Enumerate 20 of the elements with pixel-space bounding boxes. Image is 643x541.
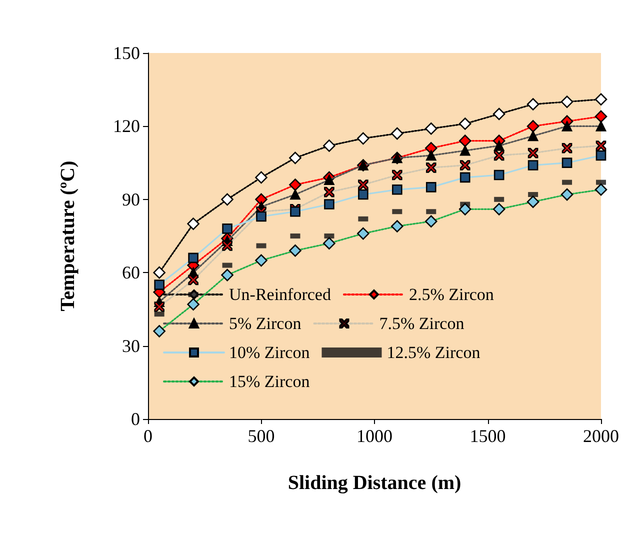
y-tick-label: 120 bbox=[113, 116, 140, 136]
y-tick-label: 30 bbox=[122, 336, 140, 356]
x-tick-label: 2000 bbox=[583, 426, 619, 446]
x-tick-label: 1500 bbox=[470, 426, 506, 446]
y-tick-label: 150 bbox=[113, 43, 140, 63]
x-axis-title: Sliding Distance (m) bbox=[288, 472, 462, 494]
legend-label: 5% Zircon bbox=[229, 314, 302, 333]
legend-label: Un-Reinforced bbox=[229, 285, 332, 304]
x-tick-label: 500 bbox=[248, 426, 275, 446]
y-axis-title: Temperature (ºC) bbox=[57, 160, 79, 312]
legend-label: 12.5% Zircon bbox=[386, 343, 481, 362]
y-tick-label: 0 bbox=[131, 409, 140, 429]
y-tick-label: 90 bbox=[122, 189, 140, 210]
legend-label: 7.5% Zircon bbox=[379, 314, 465, 333]
x-tick-label: 1000 bbox=[356, 426, 392, 446]
x-tick-label: 0 bbox=[144, 426, 152, 446]
legend-label: 15% Zircon bbox=[229, 372, 310, 391]
legend-label: 2.5% Zircon bbox=[408, 285, 494, 304]
y-tick-label: 60 bbox=[122, 262, 140, 283]
legend-label: 10% Zircon bbox=[229, 343, 310, 362]
